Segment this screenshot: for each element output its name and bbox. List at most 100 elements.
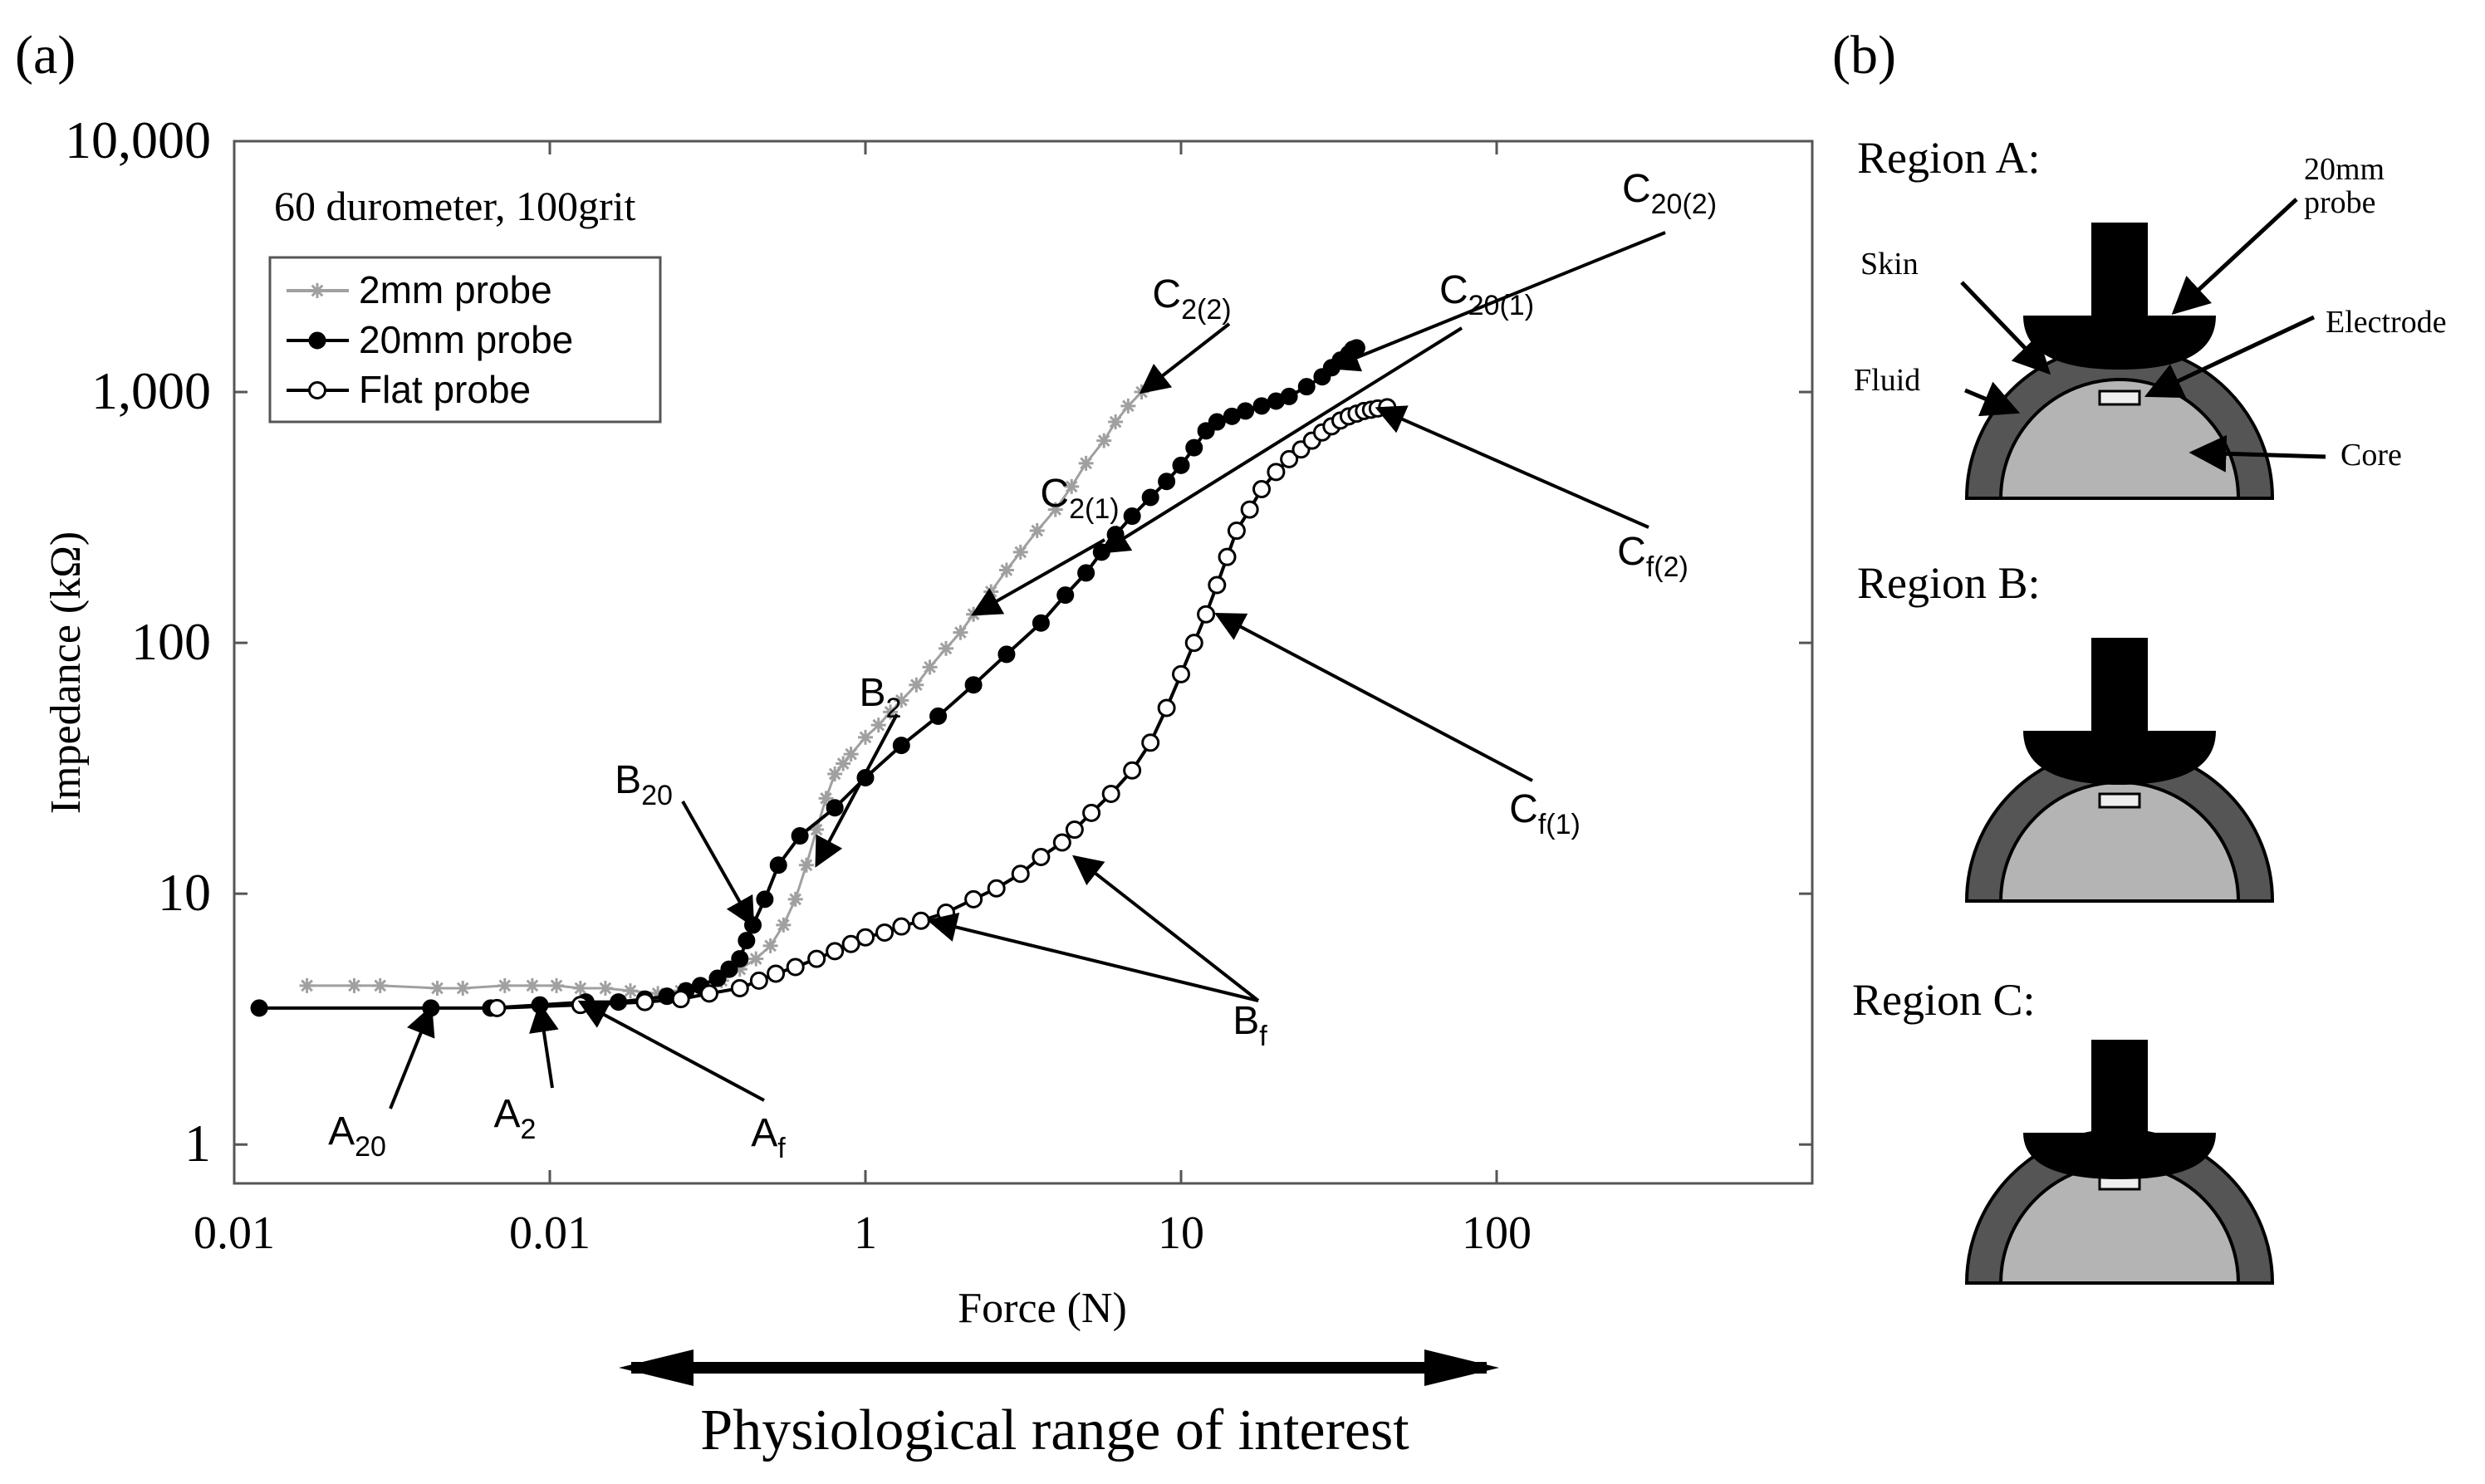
data-point	[738, 932, 756, 950]
data-point	[372, 977, 388, 993]
y-tick-label: 1,000	[91, 361, 211, 420]
data-point	[1252, 480, 1272, 499]
annotations: A20 A2 Af B20 B2 Bf C2(1) C2(2) C20(1) C20(2) Cf(1…	[328, 167, 1717, 1164]
data-point	[769, 856, 787, 874]
data-point	[787, 891, 803, 907]
impedance-chart: 0.01 0.01 1 10 100 1 10 100 1,000 10,000 Force (…	[42, 110, 1814, 1332]
electrode-label: Electrode	[2326, 305, 2447, 340]
data-point	[699, 984, 718, 1003]
annotation-label: Cf(2)	[1617, 530, 1689, 583]
data-point	[1056, 586, 1075, 605]
data-point	[1032, 848, 1051, 867]
electrode	[2098, 792, 2141, 809]
y-tick-label: 100	[131, 612, 211, 671]
data-point	[1077, 564, 1095, 582]
data-point	[1172, 664, 1190, 683]
annotation-arrow	[529, 1002, 559, 1089]
data-point	[870, 718, 886, 733]
data-point	[1082, 803, 1101, 822]
data-point	[650, 986, 666, 1002]
annotation: A20	[328, 1005, 435, 1163]
annotation: Cf(1)	[1214, 612, 1581, 840]
data-point	[572, 980, 588, 996]
data-point	[671, 990, 690, 1009]
probe-stem	[2091, 638, 2148, 736]
annotation-arrow	[970, 538, 1105, 616]
data-point	[1064, 478, 1080, 494]
data-point	[1227, 522, 1246, 541]
plot-frame	[233, 140, 1814, 1185]
data-point	[1267, 463, 1286, 482]
data-point	[1078, 455, 1094, 471]
data-point	[1297, 378, 1316, 396]
annotation-label: C20(1)	[1439, 268, 1534, 321]
data-point	[998, 562, 1014, 578]
region-c-diagram: Region C:	[1852, 975, 2275, 1285]
data-point	[929, 707, 948, 725]
chart-title: 60 durometer, 100grit	[274, 183, 636, 229]
data-point	[497, 977, 512, 993]
legend-label: 2mm probe	[359, 268, 552, 311]
data-point	[922, 659, 938, 675]
data-point	[1032, 614, 1050, 632]
annotation-arrow	[681, 801, 755, 928]
data-point	[1208, 413, 1226, 431]
core-label: Core	[2340, 438, 2402, 473]
data-point	[953, 624, 968, 640]
data-point	[250, 999, 268, 1017]
data-point	[549, 977, 565, 993]
data-point	[892, 917, 911, 936]
data-point	[1347, 339, 1365, 357]
fluid-label: Fluid	[1854, 363, 1920, 398]
data-point	[1141, 733, 1160, 752]
x-tick-label: 0.01	[194, 1207, 275, 1259]
data-point	[299, 977, 315, 993]
data-point	[732, 962, 747, 977]
annotation: B20	[615, 758, 755, 928]
data-point	[791, 827, 809, 845]
x-tick-label: 1	[854, 1207, 877, 1259]
annotation-arrow	[1139, 322, 1231, 394]
annotation: B2	[815, 671, 902, 868]
data-point	[909, 677, 924, 693]
x-tick-label: 10	[1158, 1207, 1204, 1259]
data-point	[1208, 575, 1227, 595]
data-point	[826, 799, 844, 817]
fluid-arrow	[1964, 381, 2021, 417]
data-point	[1185, 438, 1203, 457]
legend-marker	[310, 283, 325, 298]
y-tick-label: 10	[158, 863, 211, 922]
data-point	[1011, 864, 1030, 884]
probe-stem	[2091, 1040, 2148, 1138]
probe-label: 20mm	[2304, 152, 2385, 187]
data-point	[1052, 833, 1071, 852]
legend: 2mm probe 20mm probe Flat probe	[268, 256, 662, 424]
region-b-diagram: Region B:	[1857, 558, 2275, 903]
data-point	[1158, 473, 1176, 491]
data-point	[883, 704, 899, 720]
data-point	[841, 934, 860, 953]
x-tick-label: 0.01	[509, 1207, 591, 1259]
panel-label-b: (b)	[1832, 25, 1896, 86]
data-point	[455, 980, 471, 996]
probe-stem	[2091, 223, 2148, 321]
data-point	[987, 879, 1006, 898]
data-point	[708, 969, 727, 987]
annotation-label: C2(1)	[1040, 472, 1119, 525]
data-point	[809, 822, 825, 838]
annotation: C2(1)	[970, 472, 1120, 616]
data-point	[1280, 387, 1298, 405]
annotation-label: B2	[860, 671, 902, 724]
region-diagrams: Region A: 20mm probe Skin Electrode Flui…	[1852, 133, 2447, 1285]
x-axis-label: Force (N)	[958, 1285, 1127, 1332]
data-point	[1120, 398, 1136, 414]
region-b-title: Region B:	[1857, 558, 2041, 608]
region-c-title: Region C:	[1852, 975, 2036, 1025]
probe-head	[2023, 316, 2216, 370]
annotation-label: Bf	[1233, 999, 1267, 1052]
data-point	[1047, 502, 1063, 517]
data-point	[1123, 761, 1142, 780]
data-point	[762, 938, 778, 953]
data-point	[1029, 523, 1045, 539]
data-point	[346, 977, 362, 993]
